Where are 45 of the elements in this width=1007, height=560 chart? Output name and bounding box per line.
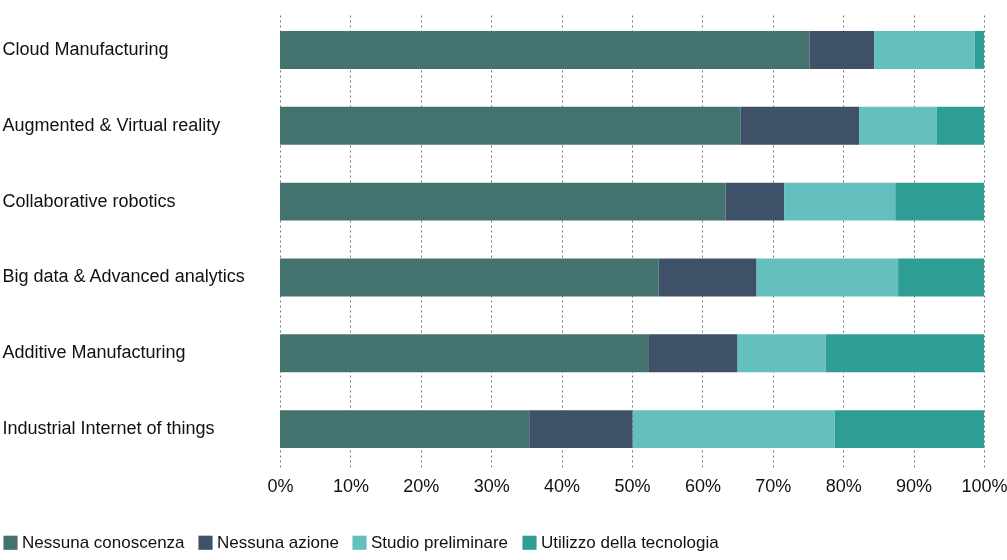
bar — [756, 258, 899, 297]
x-tick-label: 0% — [267, 475, 294, 496]
bar — [834, 410, 984, 449]
x-tick-label: 90% — [896, 475, 933, 496]
bar — [280, 30, 810, 69]
bar — [859, 106, 937, 145]
x-tick-label: 70% — [755, 475, 792, 496]
x-tick-label: 50% — [614, 475, 651, 496]
x-tick-label: 40% — [544, 475, 581, 496]
bar — [874, 30, 975, 69]
bar — [658, 258, 757, 297]
y-tick-label: Industrial Internet of things — [2, 418, 215, 439]
bar — [740, 106, 860, 145]
x-tick-label: 60% — [684, 475, 721, 496]
legend-label: Nessuna azione — [217, 532, 339, 552]
bar — [280, 106, 741, 145]
bar — [895, 182, 984, 221]
bar — [648, 334, 738, 373]
bar — [280, 334, 649, 373]
bar — [280, 182, 726, 221]
x-tick-label: 30% — [473, 475, 510, 496]
bar — [974, 30, 984, 69]
y-tick-label: Collaborative robotics — [2, 190, 176, 211]
legend-label: Nessuna conoscenza — [22, 532, 186, 552]
x-tick-label: 80% — [825, 475, 862, 496]
bar — [825, 334, 984, 373]
bar — [936, 106, 984, 145]
bar — [784, 182, 896, 221]
bar — [280, 258, 659, 297]
legend-label: Studio preliminare — [371, 532, 509, 552]
legend-label: Utilizzo della tecnologia — [541, 532, 720, 552]
y-tick-label: Additive Manufacturing — [2, 342, 186, 363]
x-tick-label: 20% — [403, 475, 440, 496]
bar — [632, 410, 835, 449]
bar — [898, 258, 984, 297]
bar — [529, 410, 633, 449]
x-tick-label: 10% — [332, 475, 369, 496]
bar — [809, 30, 875, 69]
y-tick-label: Cloud Manufacturing — [2, 38, 169, 59]
y-tick-label: Big data & Advanced analytics — [2, 266, 245, 287]
bar — [280, 410, 530, 449]
bar — [725, 182, 785, 221]
bar — [737, 334, 826, 373]
x-tick-label: 100% — [961, 475, 1007, 496]
y-tick-label: Augmented & Virtual reality — [2, 114, 221, 135]
